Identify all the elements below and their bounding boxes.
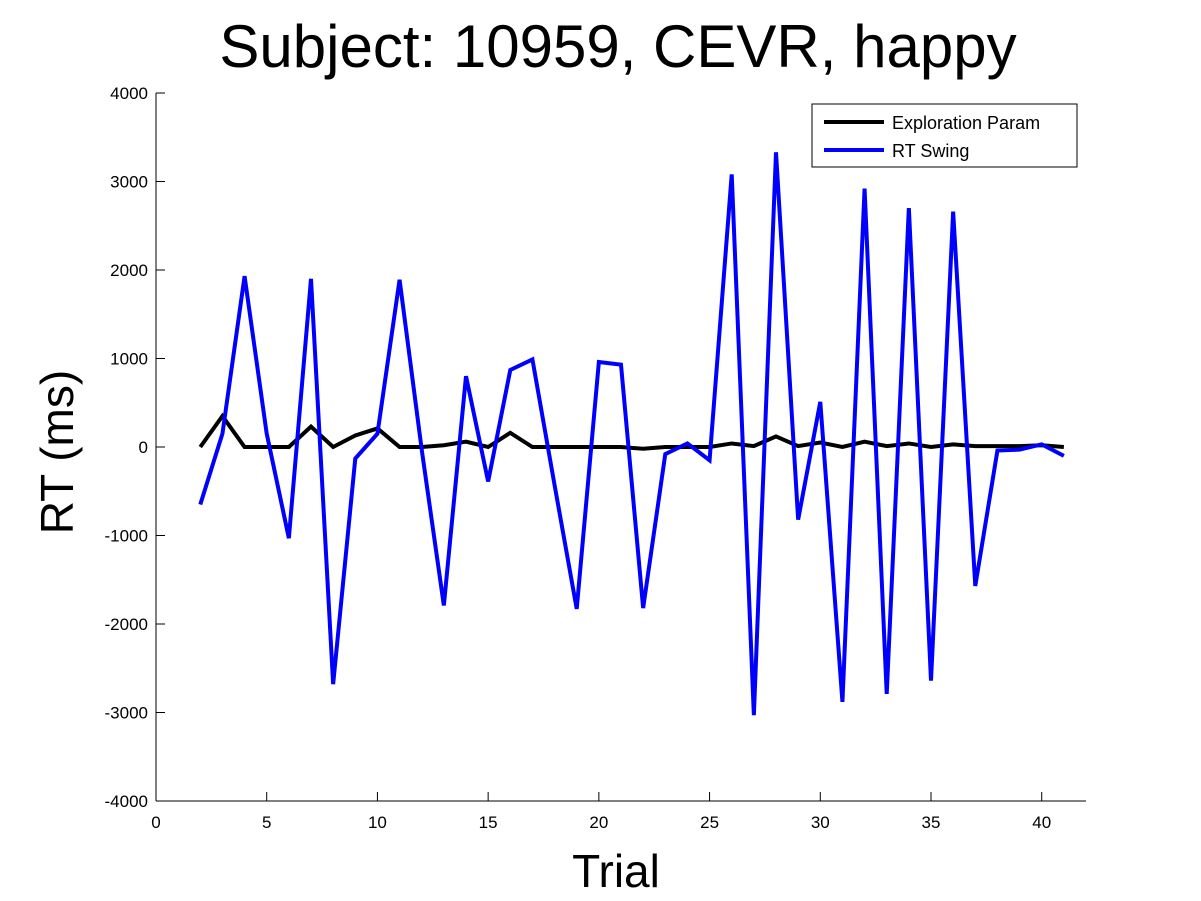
legend-label-rt-swing: RT Swing	[892, 141, 969, 161]
chart-title: Subject: 10959, CEVR, happy	[219, 13, 1016, 80]
x-tick-label: 0	[151, 813, 160, 832]
y-tick-label: -2000	[105, 615, 148, 634]
x-tick-label: 5	[262, 813, 271, 832]
legend-label-exploration-param: Exploration Param	[892, 113, 1040, 133]
x-tick-label: 20	[589, 813, 608, 832]
y-axis-title: RT (ms)	[31, 370, 83, 534]
y-tick-label: 3000	[110, 173, 148, 192]
y-tick-label: -1000	[105, 527, 148, 546]
x-tick-label: 35	[922, 813, 941, 832]
x-tick-label: 10	[368, 813, 387, 832]
y-tick-label: 2000	[110, 261, 148, 280]
series-layer	[198, 152, 1065, 716]
legend-box	[811, 103, 1078, 168]
x-tick-label: 25	[700, 813, 719, 832]
y-tick-label: 4000	[110, 84, 148, 103]
x-tick-label: 15	[479, 813, 498, 832]
y-tick-label: -3000	[105, 704, 148, 723]
x-ticks: 0 5 10 15 20 25 30 35 40	[151, 792, 1051, 832]
x-tick-label: 30	[811, 813, 830, 832]
x-axis-title: Trial	[572, 845, 660, 897]
y-tick-label: 0	[139, 438, 148, 457]
y-ticks: -4000 -3000 -2000 -1000 0 1000 2000 3000 4000	[105, 84, 165, 811]
y-tick-label: 1000	[110, 350, 148, 369]
x-tick-label: 40	[1032, 813, 1051, 832]
series-line-rt-swing	[198, 152, 1065, 716]
legend: Exploration Param RT Swing	[811, 103, 1078, 168]
y-tick-label: -4000	[105, 792, 148, 811]
